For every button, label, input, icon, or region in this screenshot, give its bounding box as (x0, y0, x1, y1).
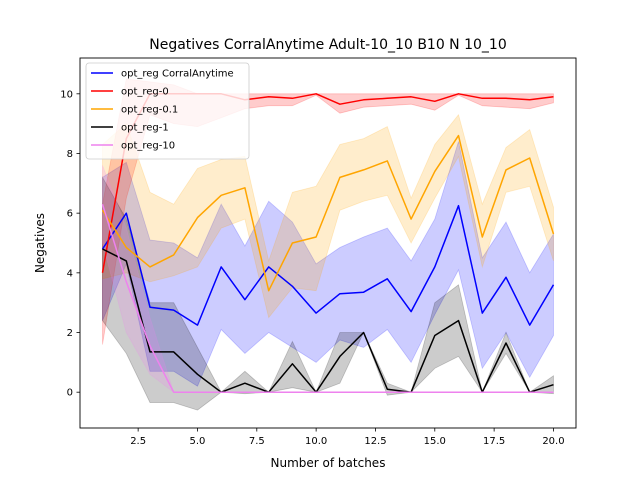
legend-label: opt_reg-0.1 (121, 105, 178, 116)
series-line-4 (101, 203, 554, 393)
x-tick-label: 17.5 (483, 436, 505, 447)
y-tick-label: 8 (67, 149, 73, 160)
legend-label: opt_reg-0 (121, 87, 169, 98)
x-tick-label: 7.5 (249, 436, 265, 447)
x-axis-label: Number of batches (271, 456, 386, 470)
x-tick-label: 15.0 (424, 436, 446, 447)
x-tick-label: 10.0 (305, 436, 327, 447)
series-line-3 (102, 248, 554, 393)
x-tick-label: 20.0 (542, 436, 564, 447)
legend-label: opt_reg-1 (121, 123, 169, 134)
series-line-2 (101, 134, 555, 292)
x-tick-label: 2.5 (130, 436, 146, 447)
y-tick-label: 6 (67, 209, 73, 220)
series-line-0 (101, 204, 555, 326)
y-tick-label: 10 (60, 89, 73, 100)
x-axis: 2.5 5.0 7.5 10.0 12.5 15.0 17.5 20.0 (130, 428, 565, 447)
y-tick-label: 2 (67, 328, 73, 339)
legend-label: opt_reg-10 (121, 141, 175, 152)
x-tick-label: 5.0 (190, 436, 206, 447)
legend-box (85, 62, 250, 160)
legend: opt_reg CorralAnytime opt_reg-0 opt_reg-0.… (85, 62, 250, 160)
y-axis-label: Negatives (33, 213, 47, 273)
series-band-3 (102, 175, 554, 411)
legend-label: opt_reg CorralAnytime (121, 69, 234, 80)
chart-title: Negatives CorralAnytime Adult-10_10 B10 … (149, 37, 507, 53)
x-tick-label: 12.5 (364, 436, 386, 447)
y-tick-label: 4 (67, 268, 73, 279)
series-band-2 (102, 113, 554, 319)
series-band-0 (102, 141, 554, 387)
y-axis: 0 2 4 6 8 10 (60, 89, 80, 399)
plot-frame (79, 57, 577, 429)
y-tick-label: 0 (67, 388, 73, 399)
